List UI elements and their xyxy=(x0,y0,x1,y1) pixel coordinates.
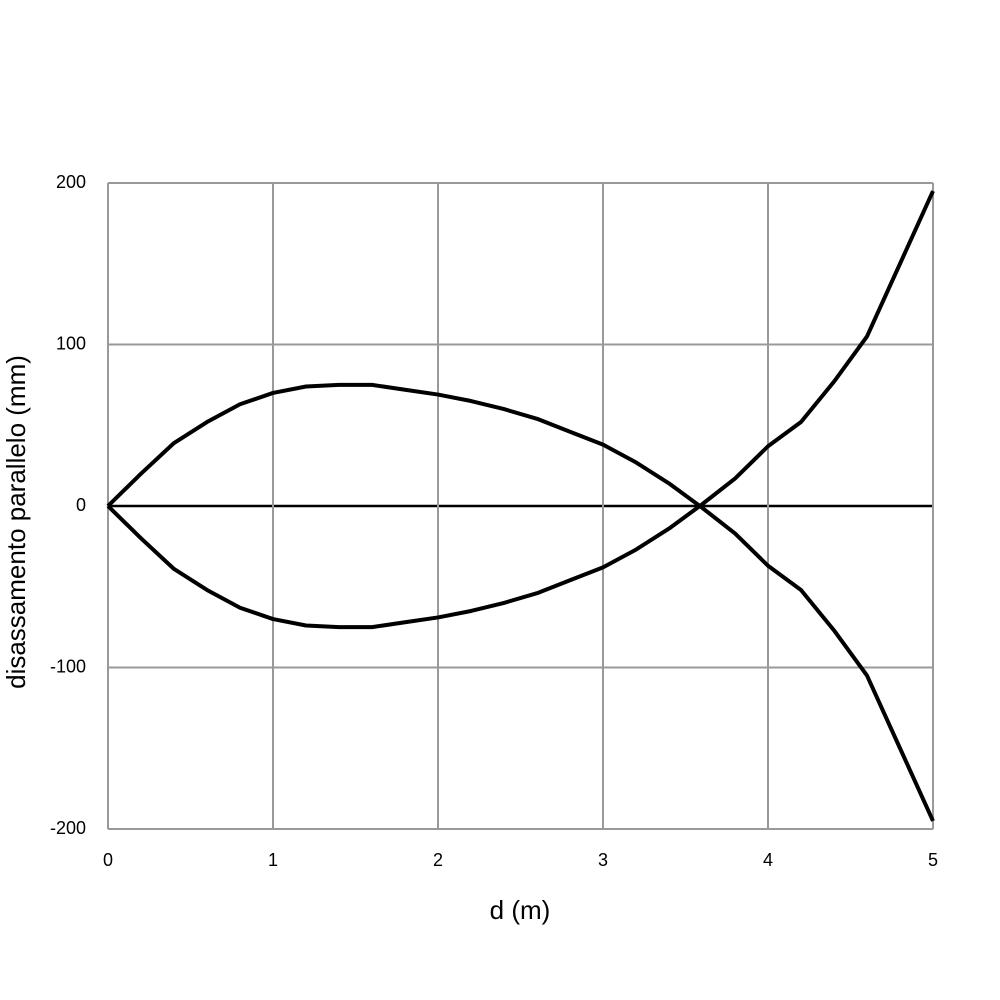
y-tick-label: 200 xyxy=(56,172,86,192)
x-tick-label: 5 xyxy=(928,850,938,870)
y-tick-label: -100 xyxy=(50,656,86,676)
x-tick-label: 1 xyxy=(268,850,278,870)
x-tick-label: 2 xyxy=(433,850,443,870)
line-series xyxy=(106,190,935,630)
y-tick-label: 100 xyxy=(56,333,86,353)
y-tick-label: 0 xyxy=(76,495,86,515)
y-tick-label: -200 xyxy=(50,818,86,838)
y-axis-title: disassamento parallelo (mm) xyxy=(1,355,31,689)
line-series xyxy=(106,382,935,822)
x-tick-label: 3 xyxy=(598,850,608,870)
x-tick-label: 4 xyxy=(763,850,773,870)
x-axis-title: d (m) xyxy=(490,895,551,925)
x-tick-label: 0 xyxy=(103,850,113,870)
